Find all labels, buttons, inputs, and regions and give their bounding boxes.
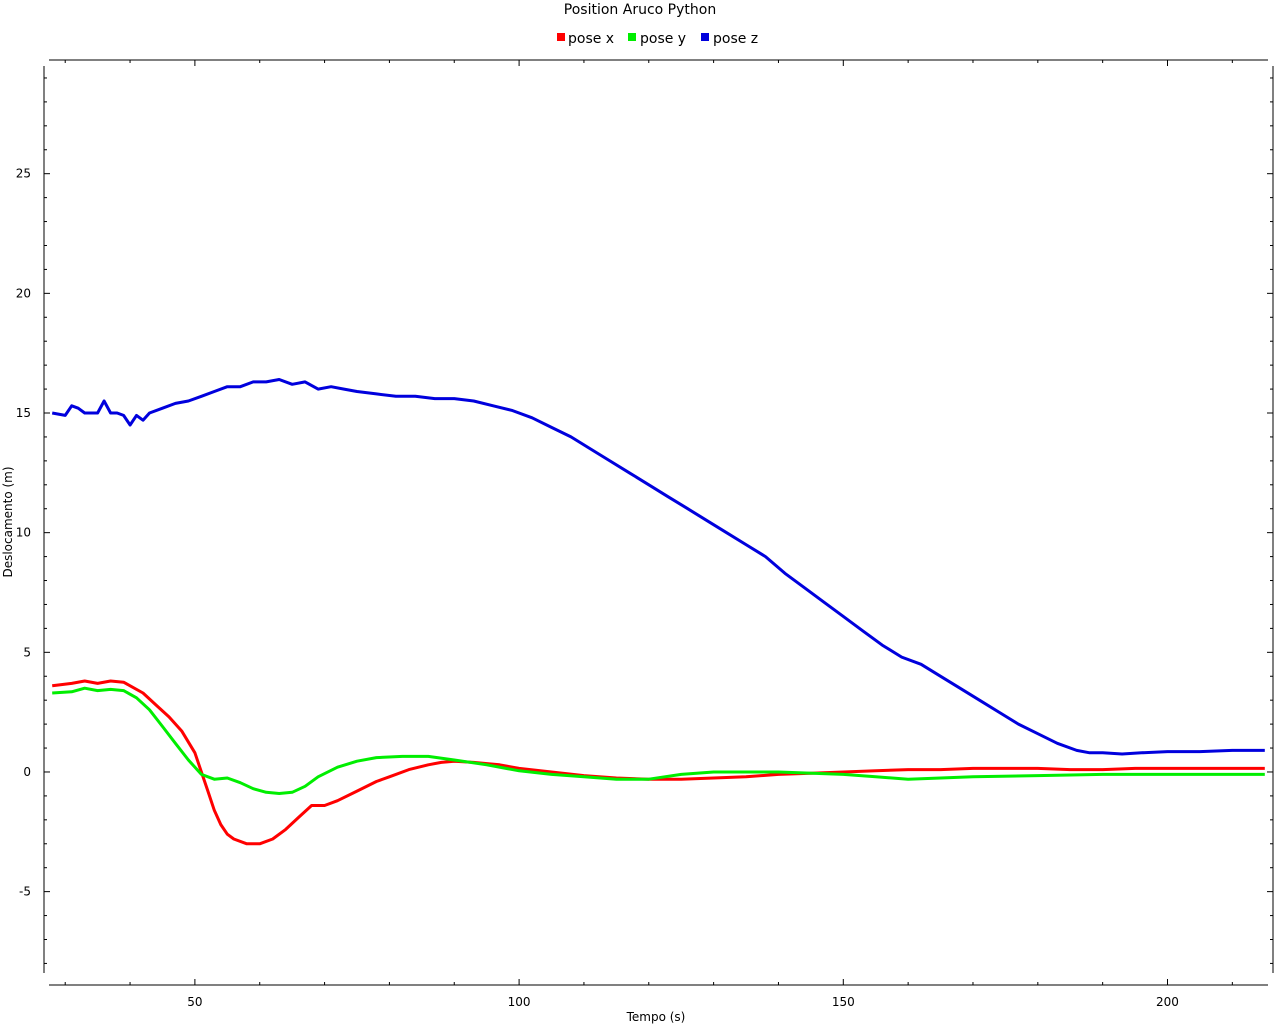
- y-axis-title: Deslocamento (m): [1, 466, 15, 577]
- tick-marks: [44, 60, 1273, 985]
- y-tick-label: 0: [23, 765, 31, 779]
- y-tick-label: 10: [16, 526, 31, 540]
- x-tick-label: 50: [187, 995, 202, 1009]
- x-tick-label: 100: [508, 995, 531, 1009]
- series-line-pose-x: [52, 681, 1265, 844]
- tick-labels: 50 100 150 200 -5 0 5 10 15 20 25: [16, 167, 1179, 1009]
- y-tick-label: 5: [23, 645, 31, 659]
- plot-area: [52, 380, 1265, 844]
- x-tick-label: 150: [832, 995, 855, 1009]
- legend-swatch-pose-z: [701, 33, 709, 41]
- legend-swatch-pose-x: [557, 33, 565, 41]
- legend-label-pose-x: pose x: [568, 31, 614, 47]
- y-tick-label: 15: [16, 406, 31, 420]
- y-tick-label: -5: [19, 885, 31, 899]
- legend-item-pose-x[interactable]: pose x: [557, 31, 614, 47]
- y-tick-label: 20: [16, 286, 31, 300]
- legend-swatch-pose-y: [628, 33, 636, 41]
- legend[interactable]: pose x pose y pose z: [557, 31, 758, 47]
- legend-label-pose-y: pose y: [640, 31, 686, 47]
- series-line-pose-y: [52, 688, 1265, 793]
- legend-item-pose-z[interactable]: pose z: [701, 31, 758, 47]
- y-tick-label: 25: [16, 167, 31, 181]
- axes: [44, 60, 1273, 985]
- legend-item-pose-y[interactable]: pose y: [628, 31, 686, 47]
- x-axis-title: Tempo (s): [626, 1010, 686, 1024]
- series-line-pose-z: [52, 380, 1265, 755]
- legend-label-pose-z: pose z: [713, 31, 758, 47]
- chart-title: Position Aruco Python: [564, 2, 716, 18]
- x-tick-label: 200: [1156, 995, 1179, 1009]
